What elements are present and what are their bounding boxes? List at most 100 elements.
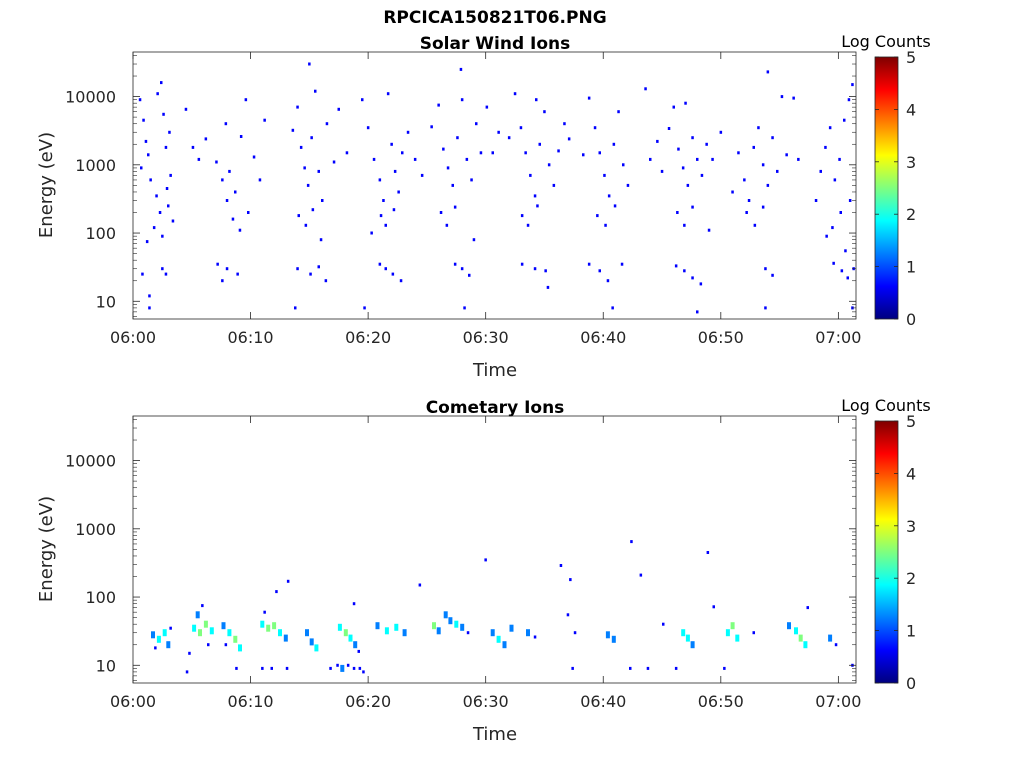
solar-wind-cell — [824, 145, 827, 149]
solar-wind-cell — [711, 157, 714, 161]
solar-wind-cell — [747, 199, 751, 202]
solar-wind-cell — [370, 231, 373, 235]
solar-wind-cell — [611, 306, 614, 310]
solar-wind-cell — [547, 163, 551, 167]
solar-wind-xtick-label: 06:10 — [228, 328, 274, 347]
solar-wind-cell — [797, 157, 800, 161]
cometary-cell — [346, 663, 350, 667]
cometary-cell — [629, 666, 632, 670]
solar-wind-cell — [406, 130, 410, 134]
cometary-cell — [526, 629, 530, 637]
solar-wind-cell — [743, 178, 746, 182]
cometary-xlabel: Time — [472, 724, 517, 745]
solar-wind-cell — [399, 279, 403, 283]
cometary-cell — [203, 620, 208, 628]
solar-wind-cell — [660, 169, 664, 173]
solar-wind-cell — [231, 217, 235, 221]
cometary-cell — [559, 564, 563, 567]
cometary-cell — [266, 624, 271, 632]
solar-wind-ytick-label: 10 — [96, 292, 116, 311]
solar-wind-cell — [345, 151, 349, 155]
solar-wind-cell — [144, 139, 148, 143]
cometary-cell — [154, 646, 157, 650]
solar-wind-cell — [497, 130, 500, 134]
solar-wind-cell — [843, 118, 846, 122]
solar-wind-cell — [737, 151, 740, 155]
solar-wind-cell — [707, 228, 711, 232]
cometary-cell — [283, 634, 288, 642]
cometary-cell — [221, 622, 226, 630]
cometary-cell — [261, 666, 264, 670]
cometary-cell — [725, 629, 730, 637]
cometary-ytick-label: 10000 — [65, 452, 116, 471]
solar-wind-cell — [764, 306, 767, 310]
cometary-cell — [630, 540, 633, 544]
solar-wind-ytick-label: 100 — [85, 224, 116, 243]
solar-wind-cell — [526, 223, 530, 227]
solar-wind-cell — [386, 92, 390, 96]
solar-wind-cell — [161, 267, 164, 271]
solar-wind-cell — [238, 228, 242, 232]
solar-wind-cell — [317, 265, 320, 269]
cometary-cell — [646, 666, 650, 670]
solar-wind-cell — [470, 178, 473, 182]
solar-wind-cell — [761, 163, 765, 167]
solar-wind-cell — [390, 142, 393, 146]
solar-wind-cell — [319, 238, 323, 242]
cometary-cell — [162, 629, 167, 637]
solar-wind-cell — [221, 178, 224, 182]
solar-wind-cell — [162, 112, 165, 116]
cometary-cell — [443, 611, 448, 619]
cometary-cell — [357, 649, 360, 653]
solar-wind-cell — [366, 126, 370, 130]
solar-wind-cell — [705, 142, 708, 146]
solar-wind-xtick-label: 06:50 — [698, 328, 744, 347]
cometary-cell — [466, 631, 470, 635]
solar-wind-cell — [696, 157, 699, 161]
solar-wind-cell — [479, 151, 483, 155]
solar-wind-cell — [814, 199, 818, 202]
cometary-cell — [803, 641, 808, 649]
cometary-cell — [605, 631, 610, 639]
solar-wind-cell — [681, 166, 685, 170]
cometary-cell — [329, 666, 332, 670]
solar-wind-cell — [700, 173, 704, 177]
solar-wind-cell — [308, 62, 311, 66]
solar-wind-cell — [324, 279, 328, 283]
solar-wind-cell — [745, 211, 748, 214]
solar-wind-cell — [314, 89, 317, 93]
solar-wind-cell — [520, 214, 524, 218]
solar-wind-cell — [604, 223, 607, 227]
cometary-cell — [690, 641, 695, 649]
cometary-cell — [484, 558, 487, 562]
solar-wind-cell — [753, 223, 757, 227]
solar-wind-colorbar: Log Counts 0 1 2 3 4 5 — [841, 32, 931, 329]
cometary-cell — [674, 666, 678, 670]
solar-wind-cell — [771, 273, 774, 277]
cometary-cell — [286, 579, 290, 583]
solar-wind-cell — [379, 214, 383, 218]
solar-wind-cell — [626, 183, 630, 187]
solar-wind-cell — [160, 81, 163, 85]
solar-wind-cell — [460, 267, 464, 271]
cometary-cbtick-label: 0 — [906, 674, 916, 693]
cometary-cell — [270, 666, 273, 670]
solar-wind-cell — [442, 147, 445, 151]
solar-wind-cell — [607, 194, 611, 198]
solar-wind-xtick-label: 07:00 — [815, 328, 861, 347]
solar-wind-cell — [158, 211, 162, 214]
solar-wind-cell — [598, 151, 601, 155]
solar-wind-cell — [252, 155, 256, 159]
solar-wind-xtick-label: 06:20 — [345, 328, 391, 347]
solar-wind-cell — [792, 96, 795, 100]
solar-wind-ytick-label: 1000 — [75, 156, 116, 175]
solar-wind-cbtick-label: 4 — [906, 100, 916, 119]
solar-wind-cbtick-label: 5 — [906, 48, 916, 67]
cometary-heatmap — [151, 540, 854, 674]
cometary-cell — [418, 583, 422, 587]
cometary-cell — [723, 666, 726, 670]
solar-wind-cell — [161, 234, 164, 238]
solar-wind-cell — [535, 98, 538, 102]
solar-wind-cell — [847, 98, 851, 102]
cometary-cell — [639, 573, 643, 577]
